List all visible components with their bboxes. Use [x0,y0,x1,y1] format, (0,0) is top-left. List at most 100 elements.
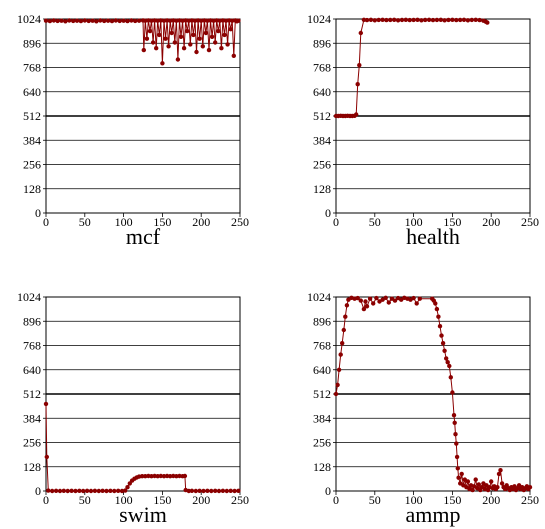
data-point [439,333,444,338]
x-tick-label: 150 [443,215,461,229]
data-point [364,304,370,309]
data-point [43,18,49,23]
data-point [434,17,440,23]
y-tick-label: 896 [313,314,331,328]
data-point [108,488,113,493]
x-tick-label: 0 [333,493,339,507]
data-point [136,18,142,23]
data-point [485,20,490,25]
data-point [71,18,76,24]
data-point [434,306,440,312]
data-point [147,28,153,34]
chart-title: ammp [406,502,461,527]
y-tick-label: 640 [313,363,331,377]
y-tick-label: 896 [23,314,41,328]
data-point [364,17,370,23]
data-point [109,18,115,24]
x-tick-label: 100 [115,493,133,507]
x-tick-label: 50 [79,493,91,507]
data-point [81,488,86,494]
data-point [454,441,459,446]
y-tick-label: 256 [23,436,41,450]
data-point [193,488,198,494]
data-point [354,112,359,117]
data-point [527,485,533,490]
data-point [455,466,460,471]
data-point [59,18,64,23]
data-point [78,18,84,24]
data-point [386,300,391,305]
x-tick-label: 50 [369,215,381,229]
x-tick-label: 50 [79,215,91,229]
data-point [224,488,229,494]
data-point [473,17,478,22]
y-tick-label: 640 [23,363,41,377]
y-tick-label: 128 [313,460,331,474]
data-point [495,485,500,490]
data-point [216,28,221,34]
data-point [423,17,428,23]
data-point [363,299,368,304]
data-point [125,18,130,24]
data-point [57,488,63,494]
data-point [144,36,150,41]
data-point [82,18,88,23]
data-point [154,46,159,51]
x-tick-label: 0 [333,215,339,229]
data-point [440,341,446,346]
data-point [459,471,464,477]
data-point [392,17,397,22]
data-point [355,82,360,87]
y-tick-label: 384 [313,133,331,147]
data-point [358,298,363,303]
y-tick-label: 896 [23,36,41,50]
data-point [333,391,339,397]
data-point [395,18,401,23]
data-point [175,57,181,62]
chart-panel-health: 0 128 256 384 512 640 768 896 1024 0 50 100 150 200 25… [307,12,539,249]
series-line [45,19,239,64]
y-tick-label: 512 [313,387,331,401]
data-point [228,27,233,32]
data-point [219,46,224,51]
data-point [46,488,51,493]
data-point [100,488,105,493]
data-point [44,454,49,460]
data-point [104,488,109,494]
data-point [182,473,188,479]
data-point [461,17,467,22]
data-point [446,17,451,23]
data-point [415,17,420,22]
data-point [197,488,202,493]
data-point [367,296,373,301]
y-tick-label: 384 [23,133,41,147]
data-point [458,17,463,23]
x-tick-label: 200 [482,215,500,229]
data-point [355,295,360,301]
y-tick-label: 0 [35,206,41,220]
data-point [88,488,94,494]
chart-panel-ammp: 0 128 256 384 512 640 768 896 1024 0 50 100 150 200 25… [307,290,539,527]
data-point [213,488,218,493]
data-point [454,17,459,23]
y-tick-label: 0 [325,484,331,498]
data-point [213,40,218,45]
data-point [442,18,447,23]
data-point [383,295,388,300]
data-point [430,17,436,23]
y-tick-label: 768 [23,61,41,75]
x-tick-label: 150 [153,493,171,507]
x-tick-label: 150 [153,215,171,229]
data-point [121,18,126,23]
data-point [477,17,482,23]
data-point [205,488,210,493]
y-tick-label: 640 [23,85,41,99]
data-point [376,17,381,23]
y-tick-label: 896 [313,36,331,50]
data-point [496,471,502,477]
data-point [414,301,419,306]
y-tick-label: 1024 [307,12,331,26]
chart-title: mcf [126,224,161,249]
data-point [69,488,74,493]
